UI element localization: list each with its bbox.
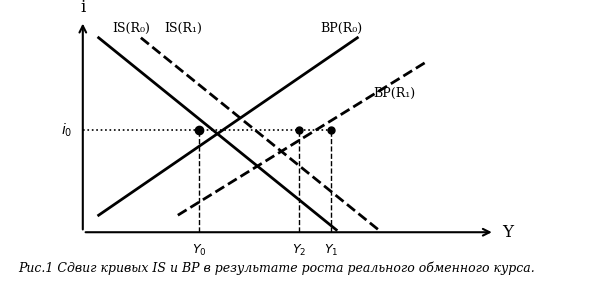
Text: BP(R₀): BP(R₀) [320,22,362,35]
Text: $Y_2$: $Y_2$ [292,243,307,258]
Text: $Y_0$: $Y_0$ [191,243,206,258]
Text: $Y_1$: $Y_1$ [324,243,338,258]
Text: Рис.1 Сдвиг кривых IS и BP в результате роста реального обменного курса.: Рис.1 Сдвиг кривых IS и BP в результате … [18,261,535,275]
Text: $i_0$: $i_0$ [61,122,72,139]
Text: BP(R₁): BP(R₁) [373,87,415,100]
Text: Y: Y [503,224,514,241]
Text: i: i [80,0,85,16]
Text: IS(R₁): IS(R₁) [164,22,203,35]
Text: IS(R₀): IS(R₀) [112,22,150,35]
